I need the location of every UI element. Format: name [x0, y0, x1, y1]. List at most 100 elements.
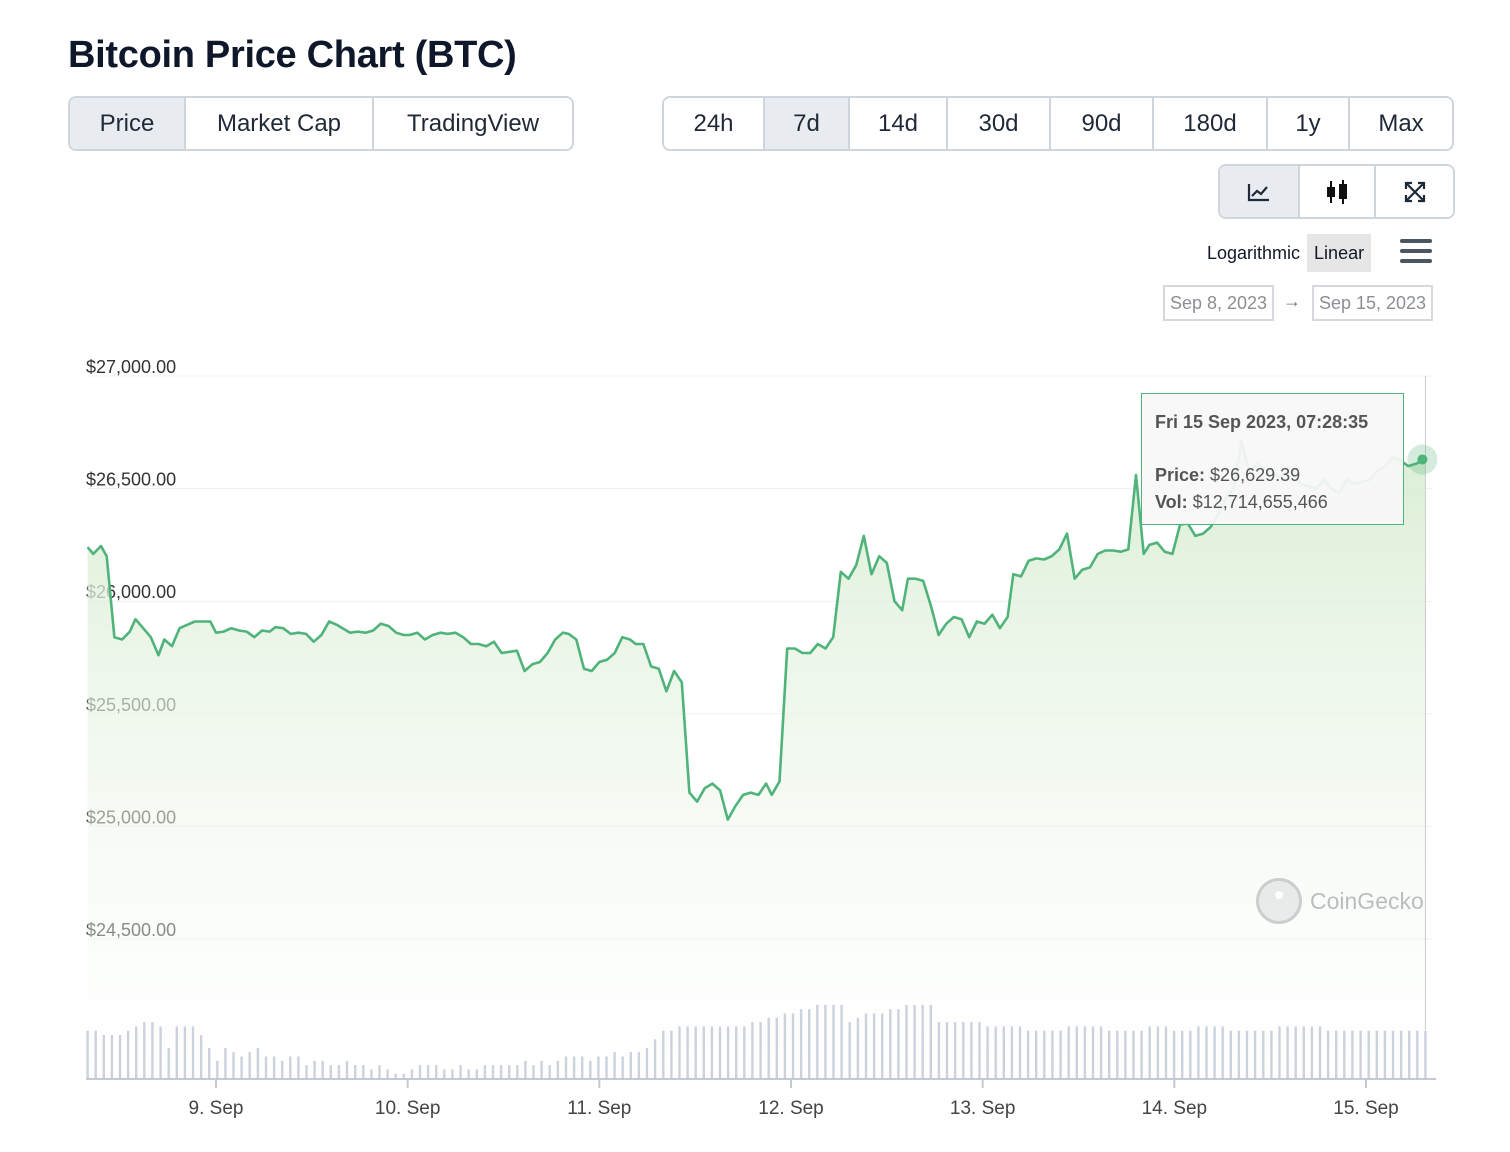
volume-bar [970, 1022, 973, 1078]
range-max[interactable]: Max [1350, 98, 1452, 149]
volume-bar [962, 1022, 965, 1078]
volume-bar [1424, 1030, 1427, 1078]
volume-bar [199, 1035, 203, 1078]
volume-bar [1221, 1026, 1224, 1078]
volume-bar [751, 1022, 754, 1078]
scale-logarithmic[interactable]: Logarithmic [1207, 242, 1301, 263]
volume-bar [1391, 1030, 1395, 1078]
volume-bar [418, 1065, 422, 1078]
view-tabs: Price Market Cap TradingView [68, 96, 574, 151]
line-chart-icon [1247, 183, 1269, 201]
volume-bar [945, 1022, 949, 1078]
volume-bar [799, 1009, 803, 1078]
volume-bar [1002, 1026, 1005, 1078]
volume-bar [548, 1065, 551, 1078]
volume-bar [370, 1069, 373, 1078]
volume-bar [1262, 1030, 1265, 1078]
range-24h[interactable]: 24h [664, 98, 765, 149]
range-14d[interactable]: 14d [850, 98, 948, 149]
volume-bar [394, 1073, 397, 1078]
volume-bar [581, 1056, 584, 1078]
volume-bar [224, 1047, 227, 1078]
candlestick-icon [1327, 179, 1347, 204]
scale-toggle: Logarithmic Linear [1200, 234, 1372, 272]
volume-bar [1302, 1026, 1305, 1078]
volume-bar [1351, 1030, 1354, 1078]
volume-bar [694, 1026, 697, 1078]
volume-bar [102, 1035, 105, 1078]
tab-price[interactable]: Price [70, 98, 186, 149]
candlestick-button[interactable] [1300, 166, 1376, 217]
x-tick-label: 15. Sep [1333, 1098, 1399, 1119]
volume-bar [118, 1035, 122, 1078]
volume-bar [281, 1060, 284, 1078]
tooltip-date: Fri 15 Sep 2023, 07:28:35 [1155, 412, 1369, 432]
volume-bar [881, 1013, 884, 1078]
volume-bar [994, 1026, 997, 1078]
coingecko-logo-icon [1256, 878, 1302, 924]
range-tabs: 24h 7d 14d 30d 90d 180d 1y Max [662, 96, 1454, 151]
volume-bar [135, 1026, 138, 1078]
volume-bar [1399, 1030, 1403, 1078]
volume-bar [159, 1026, 162, 1078]
tooltip-vol-label: Vol: [1155, 492, 1188, 512]
volume-bar [872, 1013, 876, 1078]
range-90d[interactable]: 90d [1051, 98, 1154, 149]
volume-bar [1237, 1030, 1241, 1078]
volume-bar [913, 1004, 916, 1078]
price-area [87, 441, 1426, 1078]
volume-bar [702, 1026, 705, 1078]
range-180d[interactable]: 180d [1154, 98, 1268, 149]
y-tick-label: $27,000.00 [86, 357, 176, 377]
volume-bar [856, 1017, 860, 1078]
volume-bar [556, 1060, 560, 1078]
date-from-input[interactable]: Sep 8, 2023 [1163, 285, 1274, 321]
x-tick-label: 13. Sep [950, 1098, 1016, 1119]
fullscreen-button[interactable] [1376, 166, 1453, 217]
range-7d[interactable]: 7d [765, 98, 850, 149]
volume-bar [743, 1026, 746, 1078]
volume-bar [1359, 1030, 1362, 1078]
volume-bar [929, 1004, 932, 1078]
volume-bar [1018, 1026, 1022, 1078]
range-30d[interactable]: 30d [948, 98, 1051, 149]
chart-type-tabs [1218, 164, 1455, 219]
volume-bar [1326, 1030, 1330, 1078]
volume-bar [297, 1056, 300, 1078]
volume-bar [1035, 1030, 1038, 1078]
volume-bar [183, 1026, 187, 1078]
volume-bar [718, 1026, 722, 1078]
tab-tradingview[interactable]: TradingView [374, 98, 572, 149]
tab-market-cap[interactable]: Market Cap [186, 98, 374, 149]
volume-bar [467, 1069, 470, 1078]
volume-bar [1229, 1030, 1232, 1078]
volume-bar [621, 1056, 624, 1078]
volume-bar [191, 1026, 195, 1078]
volume-bar [605, 1056, 608, 1078]
volume-bar [151, 1022, 154, 1078]
volume-bar [1343, 1030, 1346, 1078]
scale-linear[interactable]: Linear [1307, 234, 1372, 272]
volume-bar [937, 1022, 941, 1078]
volume-bar [1051, 1030, 1054, 1078]
range-1y[interactable]: 1y [1268, 98, 1350, 149]
volume-bar [305, 1065, 308, 1078]
volume-bar [897, 1009, 900, 1078]
volume-bar [1408, 1030, 1411, 1078]
line-chart-button[interactable] [1220, 166, 1300, 217]
tooltip-vol-value: $12,714,655,466 [1192, 492, 1328, 512]
hamburger-menu-icon[interactable] [1400, 239, 1432, 267]
volume-bar [175, 1026, 178, 1078]
volume-bar [443, 1069, 446, 1078]
date-to-input[interactable]: Sep 15, 2023 [1312, 285, 1433, 321]
volume-bar [783, 1013, 787, 1078]
volume-bar [1083, 1026, 1087, 1078]
volume-bar [524, 1060, 527, 1078]
volume-bar [1043, 1030, 1046, 1078]
price-chart[interactable]: $24,500.00$25,000.00$25,500.00$26,000.00… [0, 330, 1510, 1130]
volume-bar [670, 1030, 673, 1078]
volume-bar [1286, 1026, 1289, 1078]
x-tick-label: 11. Sep [567, 1098, 631, 1119]
volume-bar [337, 1065, 341, 1078]
volume-bar [1270, 1030, 1273, 1078]
